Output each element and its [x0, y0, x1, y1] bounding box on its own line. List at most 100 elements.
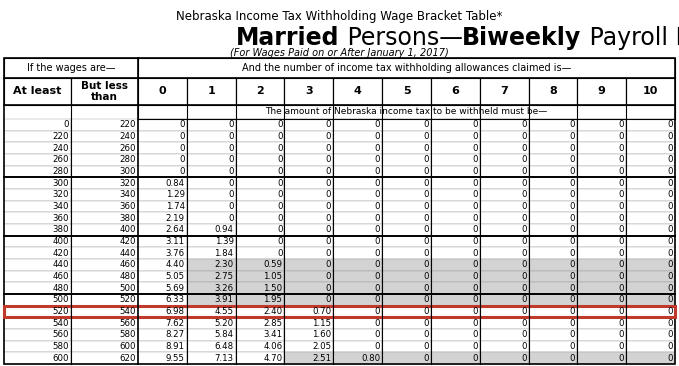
Text: 5.05: 5.05	[166, 272, 185, 281]
Bar	[187, 341, 236, 352]
Text: 0: 0	[570, 144, 575, 153]
Text: 0: 0	[619, 132, 624, 141]
Text: 0: 0	[667, 307, 673, 316]
Text: 0: 0	[570, 295, 575, 305]
Bar	[187, 119, 236, 131]
Text: 300: 300	[120, 167, 136, 176]
Bar	[236, 259, 285, 271]
Text: 0: 0	[179, 155, 185, 164]
Bar	[285, 154, 333, 166]
Bar	[285, 306, 333, 317]
Text: 0: 0	[521, 284, 526, 293]
Bar	[333, 131, 382, 142]
Text: 480: 480	[52, 284, 69, 293]
Text: 0: 0	[179, 167, 185, 176]
Text: 0: 0	[424, 132, 429, 141]
Text: 0: 0	[619, 272, 624, 281]
Bar	[431, 78, 480, 105]
Bar	[236, 212, 285, 224]
Bar	[577, 142, 626, 154]
Bar	[285, 282, 333, 294]
Text: 0: 0	[424, 295, 429, 305]
Bar	[431, 259, 480, 271]
Bar	[333, 224, 382, 236]
Text: 2: 2	[256, 86, 264, 97]
Bar	[71, 224, 138, 236]
Bar	[382, 212, 431, 224]
Bar	[431, 247, 480, 259]
Text: 0: 0	[521, 155, 526, 164]
Bar	[382, 271, 431, 282]
Bar	[138, 259, 187, 271]
Bar	[528, 142, 577, 154]
Bar	[480, 352, 528, 364]
Bar	[431, 306, 480, 317]
Text: 0: 0	[424, 260, 429, 269]
Bar	[333, 294, 382, 306]
Text: 0: 0	[521, 144, 526, 153]
Bar	[71, 201, 138, 212]
Text: 6.48: 6.48	[215, 342, 234, 351]
Text: 0: 0	[375, 214, 380, 223]
Text: 0: 0	[326, 214, 331, 223]
Bar	[382, 119, 431, 131]
Bar	[285, 142, 333, 154]
Text: 3.11: 3.11	[166, 237, 185, 246]
Text: 280: 280	[120, 155, 136, 164]
Text: 0: 0	[326, 249, 331, 258]
Bar	[626, 247, 675, 259]
Bar	[333, 317, 382, 329]
Text: 6.33: 6.33	[166, 295, 185, 305]
Bar	[187, 201, 236, 212]
Text: 0: 0	[667, 249, 673, 258]
Bar	[187, 154, 236, 166]
Text: 0.84: 0.84	[166, 179, 185, 188]
Bar	[187, 131, 236, 142]
Bar	[431, 294, 480, 306]
Text: 0: 0	[521, 354, 526, 363]
Bar	[138, 142, 187, 154]
Bar	[187, 259, 236, 271]
Text: 0: 0	[521, 190, 526, 199]
Bar	[4, 224, 71, 236]
Text: 400: 400	[52, 237, 69, 246]
Bar	[431, 329, 480, 341]
Bar	[138, 352, 187, 364]
Bar	[382, 154, 431, 166]
Text: 0: 0	[570, 225, 575, 234]
Text: 0: 0	[619, 167, 624, 176]
Text: 0: 0	[472, 167, 478, 176]
Bar	[187, 306, 236, 317]
Bar	[138, 166, 187, 178]
Bar	[285, 259, 333, 271]
Text: 7: 7	[500, 86, 508, 97]
Text: The amount of Nebraska income tax to be withheld must be—: The amount of Nebraska income tax to be …	[265, 108, 548, 116]
Bar	[285, 352, 333, 364]
Bar	[138, 329, 187, 341]
Bar	[285, 131, 333, 142]
Bar	[138, 306, 187, 317]
Text: 0: 0	[375, 155, 380, 164]
Text: 0: 0	[667, 214, 673, 223]
Text: 3.76: 3.76	[166, 249, 185, 258]
Text: 0: 0	[570, 167, 575, 176]
Text: 0: 0	[375, 260, 380, 269]
Text: 0: 0	[570, 155, 575, 164]
Text: 0: 0	[570, 354, 575, 363]
Bar	[626, 282, 675, 294]
Text: 0: 0	[424, 202, 429, 211]
Bar	[236, 166, 285, 178]
Bar	[480, 119, 528, 131]
Text: 0: 0	[667, 342, 673, 351]
Bar	[577, 166, 626, 178]
Text: 2.05: 2.05	[312, 342, 331, 351]
Text: 460: 460	[120, 260, 136, 269]
Text: 0: 0	[570, 284, 575, 293]
Bar	[333, 201, 382, 212]
Bar	[431, 178, 480, 189]
Bar	[577, 212, 626, 224]
Text: 0: 0	[472, 155, 478, 164]
Text: Married: Married	[236, 26, 340, 50]
Text: 0: 0	[472, 284, 478, 293]
Bar	[577, 329, 626, 341]
